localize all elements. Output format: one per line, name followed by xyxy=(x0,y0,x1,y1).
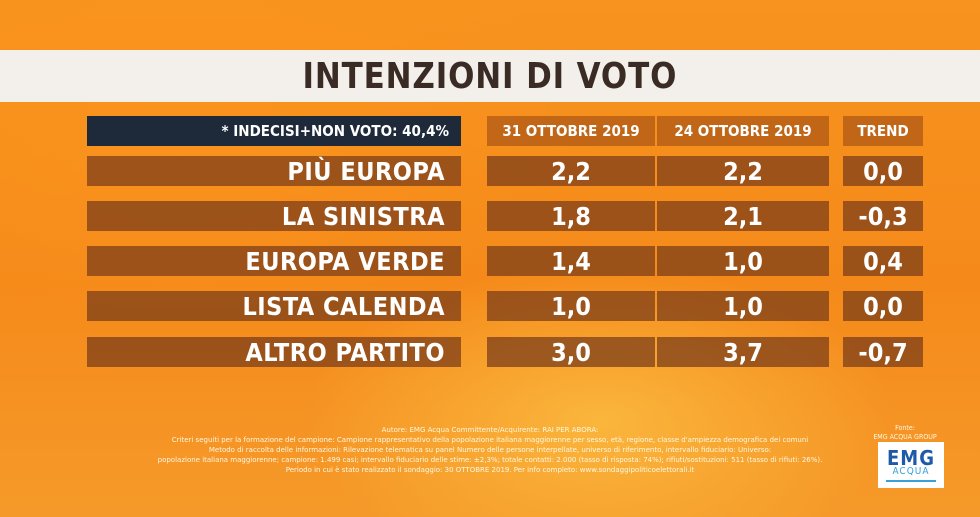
logo-text: EMG xyxy=(887,445,935,470)
page-title: INTENZIONI DI VOTO xyxy=(302,55,678,97)
trend-cell: 0,0 xyxy=(843,156,923,186)
party-label: ALTRO PARTITO xyxy=(87,337,461,367)
value-cell: 2,1 xyxy=(657,201,829,231)
methodology-footer: Autore: EMG Acqua Committente/Acquirente… xyxy=(150,425,830,475)
footer-line: Metodo di raccolta delle informazioni: R… xyxy=(208,446,772,454)
trend-cell: -0,3 xyxy=(843,201,923,231)
logo-underline xyxy=(886,479,936,482)
source-name: EMG ACQUA GROUP xyxy=(873,433,937,441)
value-cell: 1,8 xyxy=(487,201,655,231)
source-label: Fonte: xyxy=(895,424,915,432)
footer-line: Criteri seguiti per la formazione del ca… xyxy=(171,436,809,444)
footer-line: Periodo in cui è stato realizzato il son… xyxy=(285,466,695,474)
emg-logo: EMG ACQUA xyxy=(878,442,944,488)
value-cell: 1,0 xyxy=(657,246,829,276)
value-cell: 2,2 xyxy=(487,156,655,186)
logo-subtext: ACQUA xyxy=(892,465,930,477)
value-cell: 3,7 xyxy=(657,337,829,367)
party-label: LISTA CALENDA xyxy=(87,291,461,321)
value-cell: 1,0 xyxy=(657,291,829,321)
value-cell: 2,2 xyxy=(657,156,829,186)
party-label: EUROPA VERDE xyxy=(87,246,461,276)
value-cell: 1,4 xyxy=(487,246,655,276)
undecided-note: * INDECISI+NON VOTO: 40,4% xyxy=(87,116,461,146)
value-cell: 1,0 xyxy=(487,291,655,321)
footer-line: popolazione italiana maggiorenne; campio… xyxy=(157,456,823,464)
title-bar: INTENZIONI DI VOTO xyxy=(0,50,980,102)
trend-cell: 0,0 xyxy=(843,291,923,321)
column-header-trend: TREND xyxy=(843,116,923,146)
trend-cell: -0,7 xyxy=(843,337,923,367)
column-header-31-ottobre: 31 OTTOBRE 2019 xyxy=(487,116,655,146)
party-label: PIÙ EUROPA xyxy=(87,156,461,186)
footer-line: Autore: EMG Acqua Committente/Acquirente… xyxy=(381,426,599,434)
column-header-24-ottobre: 24 OTTOBRE 2019 xyxy=(657,116,829,146)
trend-cell: 0,4 xyxy=(843,246,923,276)
party-label: LA SINISTRA xyxy=(87,201,461,231)
value-cell: 3,0 xyxy=(487,337,655,367)
source-caption: Fonte: EMG ACQUA GROUP xyxy=(860,424,950,442)
